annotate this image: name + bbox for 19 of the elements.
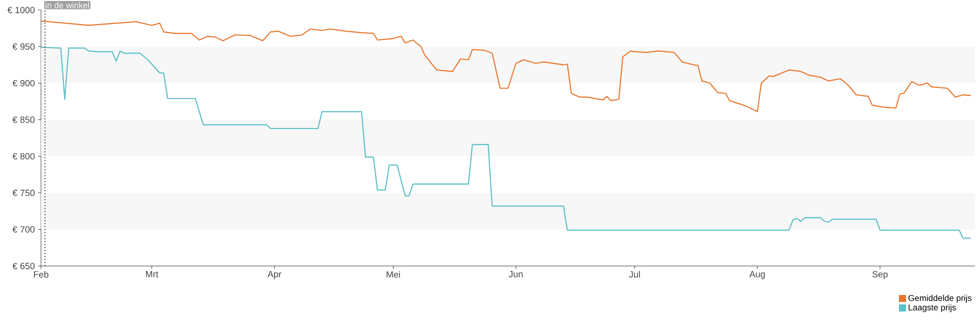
y-tick-label: € 700: [12, 226, 35, 233]
x-tick-label: Feb: [34, 271, 48, 278]
y-tick-label: € 950: [12, 43, 35, 50]
x-tick-label: Sep: [872, 271, 888, 280]
legend-label: Laagste prijs: [908, 304, 956, 312]
ref-line-label: in de winkel: [46, 2, 89, 8]
y-tick-label: € 800: [12, 153, 35, 160]
y-tick-label: € 900: [12, 80, 35, 86]
legend-label: Gemiddelde prijs: [908, 294, 972, 303]
x-tick-label: Mei: [386, 271, 400, 278]
x-tick-label: Jun: [508, 271, 523, 278]
y-tick-label: € 750: [12, 190, 35, 196]
y-tick-label: € 850: [12, 116, 35, 123]
y-tick-label: € 650: [12, 262, 35, 270]
y-tick-label: € 1000: [8, 6, 35, 14]
x-tick-label: Aug: [749, 271, 765, 280]
x-tick-label: Apr: [268, 271, 282, 280]
x-tick-label: Mrt: [146, 271, 158, 278]
x-tick-label: Jul: [629, 271, 640, 278]
